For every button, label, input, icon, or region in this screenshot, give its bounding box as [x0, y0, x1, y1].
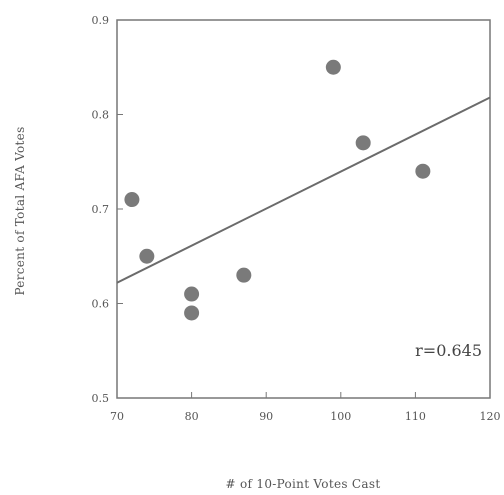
y-tick-label: 0.6 — [92, 298, 110, 311]
x-tick-label: 100 — [330, 410, 351, 423]
data-points — [124, 59, 431, 321]
y-axis: 0.5 0.6 0.7 0.8 0.9 — [92, 14, 123, 405]
data-point — [124, 192, 140, 208]
data-point — [236, 267, 252, 283]
y-tick-label: 0.7 — [92, 203, 110, 216]
y-tick-label: 0.8 — [92, 109, 110, 122]
data-point — [415, 163, 431, 179]
x-axis-title: # of 10-Point Votes Cast — [226, 477, 381, 491]
x-tick-label: 70 — [110, 410, 124, 423]
trend-line — [116, 96, 491, 284]
x-axis: 70 80 90 100 110 120 — [110, 392, 501, 423]
correlation-annotation: r=0.645 — [415, 341, 482, 360]
data-point — [325, 59, 341, 75]
x-tick-label: 110 — [405, 410, 426, 423]
x-tick-label: 120 — [480, 410, 501, 423]
data-point — [184, 305, 200, 321]
data-point — [355, 135, 371, 151]
x-tick-label: 80 — [185, 410, 199, 423]
data-point — [184, 286, 200, 302]
y-axis-title: Percent of Total AFA Votes — [13, 126, 27, 295]
x-tick-label: 90 — [259, 410, 273, 423]
data-point — [139, 248, 155, 264]
y-tick-label: 0.9 — [92, 14, 110, 27]
y-tick-label: 0.5 — [92, 392, 110, 405]
